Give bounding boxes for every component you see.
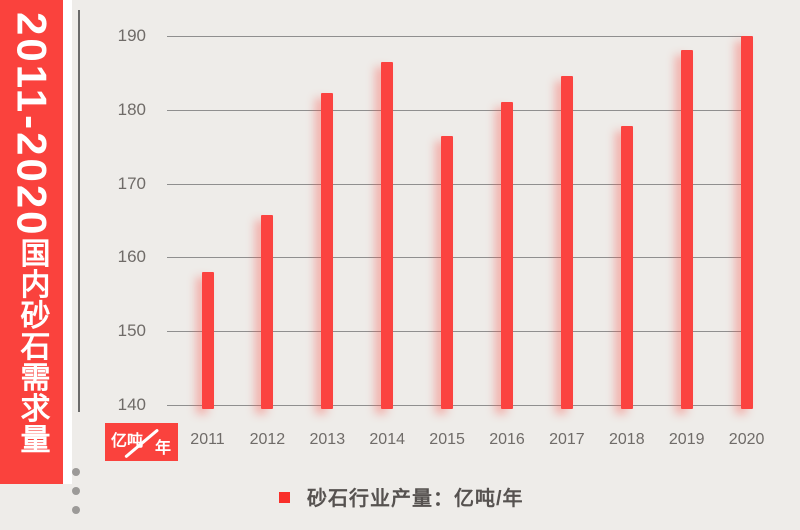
x-axis-tick-label: 2019 [668, 431, 705, 448]
bar-2017 [560, 75, 573, 409]
unit-denominator: 年 [154, 440, 171, 457]
gridline [167, 183, 746, 185]
x-axis-tick-label: 2014 [369, 431, 405, 448]
page-title: 2011-2020国内砂石需求量 [8, 0, 56, 484]
gridline [167, 331, 746, 333]
bar-2013 [321, 92, 334, 409]
gridline [167, 36, 746, 37]
dot [72, 468, 80, 476]
x-axis-tick-label: 2015 [429, 431, 465, 448]
gridline [167, 109, 746, 111]
y-axis-tick-label: 170 [117, 173, 146, 193]
bar-2012 [261, 214, 274, 409]
chart-legend: 砂石行业产量：亿吨/年 [279, 482, 524, 511]
legend-swatch-icon [279, 492, 290, 503]
y-axis-tick-label: 140 [117, 395, 146, 414]
bar-2020 [740, 36, 753, 409]
bar-2015 [441, 136, 454, 409]
y-axis-line [78, 10, 80, 412]
gridline [167, 257, 746, 259]
x-axis-tick-label: 2017 [549, 431, 585, 448]
gridline [167, 405, 746, 406]
y-axis-tick-label: 190 [117, 26, 146, 45]
x-axis-tick-label: 2013 [309, 431, 346, 448]
x-axis-tick-label: 2011 [190, 431, 225, 448]
dot [72, 506, 80, 514]
bar-2014 [381, 61, 394, 409]
bar-2016 [501, 102, 513, 409]
bar-2018 [620, 126, 633, 409]
x-axis-tick-label: 2016 [489, 431, 525, 448]
dots-decoration [72, 468, 80, 525]
x-axis-tick-label: 2020 [728, 431, 765, 448]
y-axis-unit-badge: 亿吨 年 [105, 423, 178, 461]
x-axis-tick-label: 2018 [609, 431, 645, 448]
title-cjk-text: 国内砂石需求量 [15, 237, 49, 455]
y-axis-tick-label: 180 [117, 99, 146, 119]
dot [72, 487, 80, 495]
legend-label: 砂石行业产量：亿吨/年 [307, 488, 524, 510]
y-axis-tick-label: 160 [117, 247, 146, 267]
vertical-title-banner: 2011-2020国内砂石需求量 [0, 0, 72, 484]
y-axis-tick-label: 150 [117, 321, 146, 341]
bar-2019 [680, 50, 693, 409]
x-axis-tick-label: 2012 [249, 431, 286, 448]
title-year-range: 2011-2020 [8, 12, 56, 238]
bar-2011 [201, 272, 214, 409]
